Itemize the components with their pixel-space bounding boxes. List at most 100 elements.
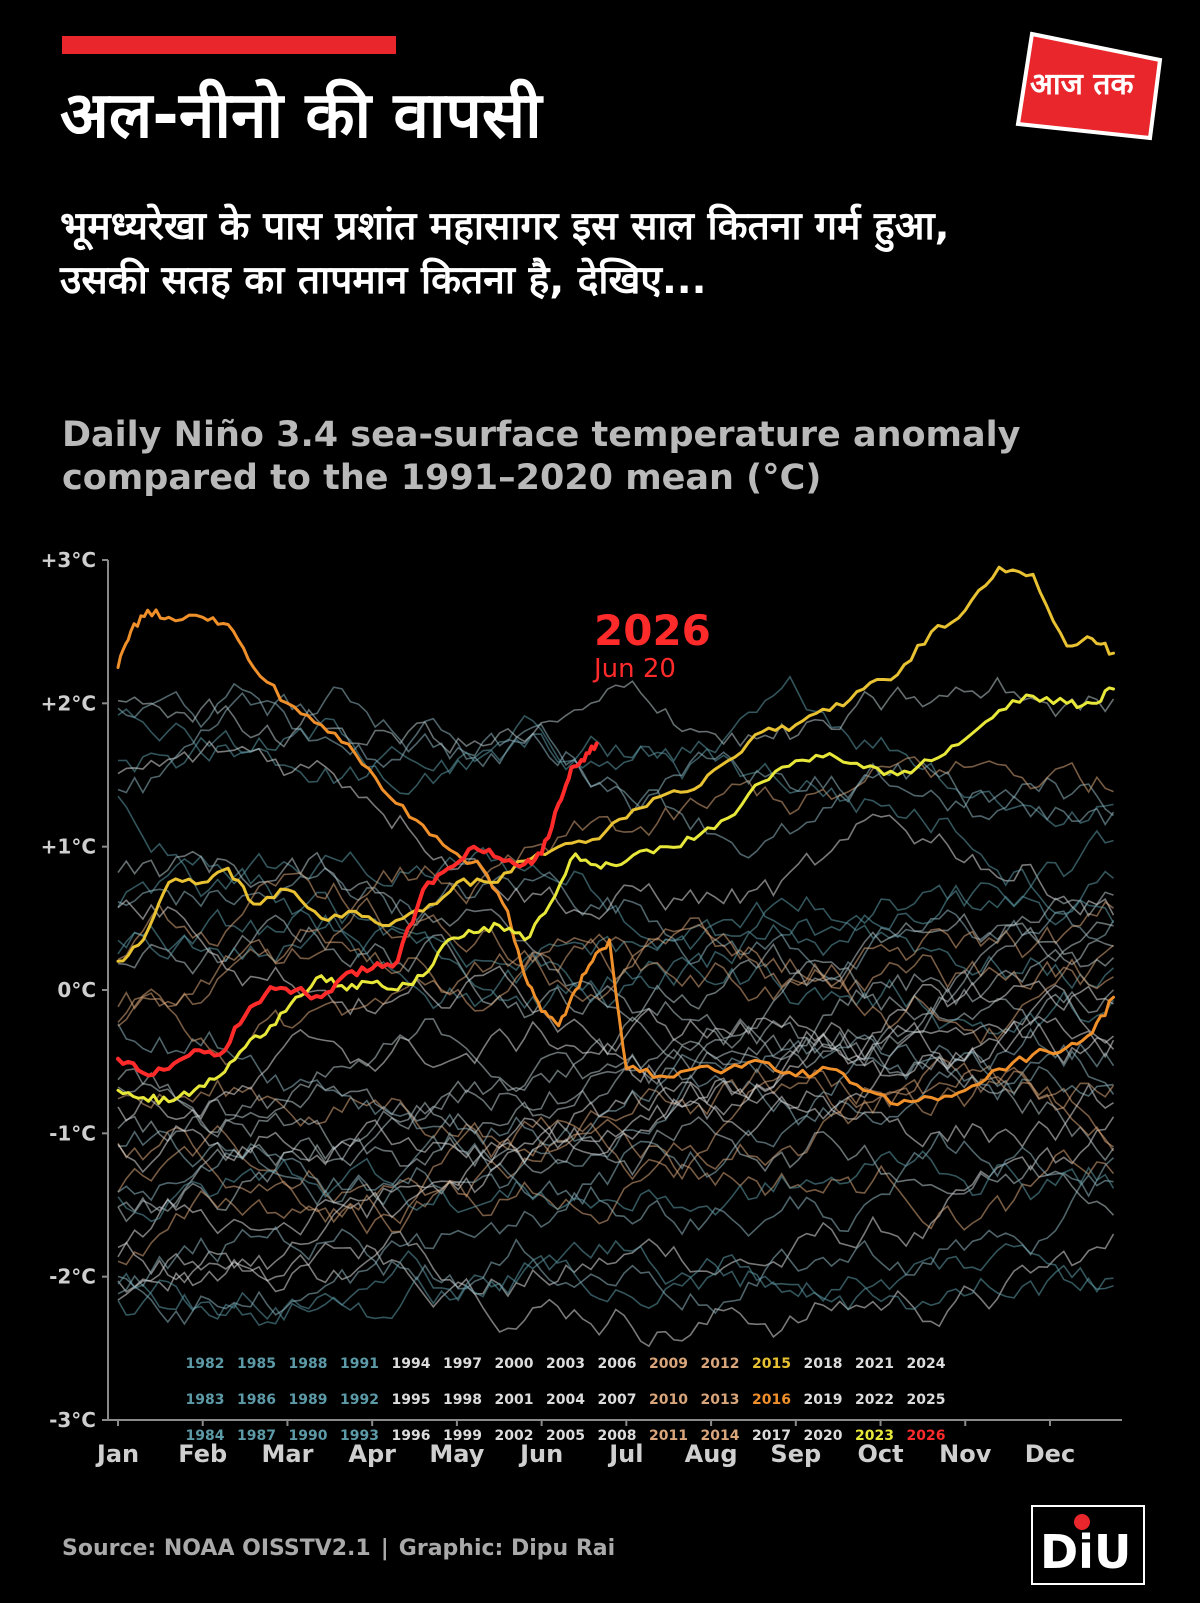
legend-year-1991: 1991 <box>340 1356 379 1372</box>
diu-logo: DiU <box>1031 1505 1145 1585</box>
background-year-line <box>117 1173 1114 1315</box>
page-subtitle: भूमध्यरेखा के पास प्रशांत महासागर इस साल… <box>60 204 950 303</box>
annotation-label: 2026 <box>594 606 711 655</box>
legend-year-1996: 1996 <box>392 1428 431 1444</box>
background-year-line <box>117 756 1114 961</box>
legend-year-2002: 2002 <box>495 1428 534 1444</box>
legend-year-2026: 2026 <box>907 1428 946 1444</box>
x-tick-label: Oct <box>857 1440 903 1468</box>
background-year-line <box>117 1079 1114 1249</box>
source-text: Source: NOAA OISSTV2.1 <box>62 1536 371 1561</box>
background-year-line <box>117 866 1115 981</box>
legend-year-2021: 2021 <box>855 1356 894 1372</box>
legend-year-2022: 2022 <box>855 1392 894 1408</box>
x-tick-label: Dec <box>1025 1440 1075 1468</box>
legend-year-1994: 1994 <box>392 1356 431 1372</box>
y-tick-label: +3°C <box>41 548 96 572</box>
legend-year-2011: 2011 <box>649 1428 688 1444</box>
background-year-line <box>117 1064 1115 1235</box>
legend-year-1984: 1984 <box>186 1428 225 1444</box>
legend-year-2003: 2003 <box>546 1356 585 1372</box>
x-tick-label: Nov <box>939 1440 992 1468</box>
legend-year-1989: 1989 <box>289 1392 328 1408</box>
background-year-line <box>117 675 1114 828</box>
series-line-2016 <box>116 608 1115 1107</box>
background-year-line <box>117 691 1115 826</box>
x-tick-label: Jan <box>95 1440 139 1468</box>
background-year-line <box>117 1150 1115 1223</box>
series-line-2026 <box>116 741 599 1078</box>
background-year-line <box>117 682 1114 859</box>
logo-text: आज तक <box>1030 67 1134 102</box>
x-tick-label: Mar <box>261 1440 313 1468</box>
series-line-2023 <box>116 686 1115 1105</box>
y-tick-label: 0°C <box>57 978 96 1002</box>
legend-year-2007: 2007 <box>598 1392 637 1408</box>
legend-year-2019: 2019 <box>804 1392 843 1408</box>
background-year-line <box>117 1243 1114 1322</box>
legend-year-2020: 2020 <box>804 1428 843 1444</box>
background-year-line <box>117 899 1115 1121</box>
legend-year-2009: 2009 <box>649 1356 688 1372</box>
x-tick-label: Aug <box>685 1440 738 1468</box>
year-legend: 1982 1985 1988 1991 1994 1997 2000 2003 2006 2009… <box>186 1356 946 1444</box>
background-year-line <box>117 1018 1115 1162</box>
highlight-years <box>116 565 1115 1107</box>
diu-logo-text: DiU <box>1040 1525 1131 1579</box>
aajtak-logo: आज तक <box>1015 31 1163 141</box>
background-year-line <box>117 1239 1114 1327</box>
legend-year-2001: 2001 <box>495 1392 534 1408</box>
legend-year-1985: 1985 <box>237 1356 276 1372</box>
series-line-2015 <box>116 565 1115 963</box>
legend-year-2012: 2012 <box>701 1356 740 1372</box>
legend-year-1987: 1987 <box>237 1428 276 1444</box>
legend-year-2024: 2024 <box>907 1356 946 1372</box>
background-year-line <box>117 1116 1115 1309</box>
legend-year-2015: 2015 <box>752 1356 791 1372</box>
legend-year-1995: 1995 <box>392 1392 431 1408</box>
graphic-credit: Graphic: Dipu Rai <box>398 1536 616 1561</box>
background-year-line <box>117 1023 1114 1147</box>
background-year-line <box>117 708 1115 924</box>
background-year-line <box>117 1131 1115 1326</box>
background-year-line <box>117 926 1115 1151</box>
y-tick-label: +1°C <box>41 835 96 859</box>
y-tick-label: -2°C <box>49 1265 96 1289</box>
background-year-line <box>117 1231 1115 1348</box>
legend-year-2006: 2006 <box>598 1356 637 1372</box>
background-year-line <box>117 1070 1114 1266</box>
background-year-line <box>117 850 1114 1023</box>
legend-year-1992: 1992 <box>340 1392 379 1408</box>
y-tick-label: -3°C <box>49 1408 96 1432</box>
x-tick-label: Apr <box>348 1440 396 1468</box>
annotation-sublabel: Jun 20 <box>592 654 676 684</box>
sst-anomaly-chart: +3°C +2°C +1°C 0°C -1°C -2°C -3°C Jan Feb Mar Apr M… <box>41 548 1122 1468</box>
legend-year-2000: 2000 <box>495 1356 534 1372</box>
chart-axes: +3°C +2°C +1°C 0°C -1°C -2°C -3°C Jan Feb Mar Apr M… <box>41 548 1122 1468</box>
legend-year-2023: 2023 <box>855 1428 894 1444</box>
legend-year-1986: 1986 <box>237 1392 276 1408</box>
x-tick-label: May <box>429 1440 484 1468</box>
legend-year-1983: 1983 <box>186 1392 225 1408</box>
legend-year-1988: 1988 <box>289 1356 328 1372</box>
y-tick-label: +2°C <box>41 691 96 715</box>
background-year-line <box>117 980 1114 1122</box>
x-tick-label: Sep <box>770 1440 821 1468</box>
x-tick-label: Jun <box>518 1440 563 1468</box>
background-years <box>117 675 1115 1348</box>
legend-year-1993: 1993 <box>340 1428 379 1444</box>
background-year-line <box>117 917 1115 1010</box>
x-tick-label: Feb <box>178 1440 227 1468</box>
background-year-line <box>117 740 1115 920</box>
legend-year-1998: 1998 <box>443 1392 482 1408</box>
accent-bar <box>62 36 396 54</box>
chart-description: Daily Niño 3.4 sea-surface temperature a… <box>62 415 1021 498</box>
background-year-line <box>117 829 1114 1010</box>
source-credit: Source: NOAA OISSTV2.1 | Graphic: Dipu Rai <box>62 1536 615 1561</box>
legend-year-2025: 2025 <box>907 1392 946 1408</box>
legend-year-2017: 2017 <box>752 1428 791 1444</box>
background-year-line <box>117 896 1114 1023</box>
legend-year-1997: 1997 <box>443 1356 482 1372</box>
legend-year-2013: 2013 <box>701 1392 740 1408</box>
legend-year-2008: 2008 <box>598 1428 637 1444</box>
